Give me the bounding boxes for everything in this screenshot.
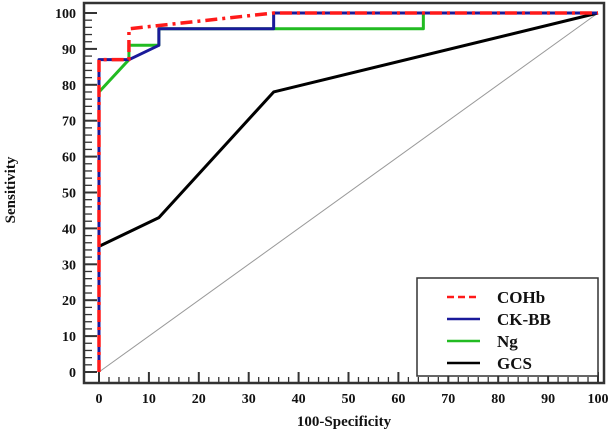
axis-ticks bbox=[84, 12, 599, 383]
reference-diagonal-line bbox=[98, 12, 599, 373]
x-tick-label: 50 bbox=[342, 392, 356, 407]
y-tick-label: 0 bbox=[69, 366, 76, 381]
x-tick-label: 60 bbox=[391, 392, 405, 407]
series-lines bbox=[97, 11, 599, 373]
x-tick-label: 70 bbox=[441, 392, 455, 407]
legend-label-ng: Ng bbox=[497, 332, 518, 351]
x-axis-label: 100-Specificity bbox=[297, 414, 392, 430]
y-tick-label: 30 bbox=[62, 258, 76, 273]
legend-label-ck-bb: CK-BB bbox=[497, 310, 551, 329]
x-tick-label: 100 bbox=[588, 392, 609, 407]
x-tick-label: 10 bbox=[142, 392, 156, 407]
y-tick-label: 10 bbox=[62, 330, 76, 345]
y-axis-label: Sensitivity bbox=[3, 156, 19, 223]
x-tick-label: 30 bbox=[242, 392, 256, 407]
y-tick-label: 40 bbox=[62, 222, 76, 237]
y-tick-label: 100 bbox=[55, 7, 76, 22]
legend-label-cohb: COHb bbox=[497, 288, 545, 307]
y-tick-label: 20 bbox=[62, 294, 76, 309]
x-tick-label: 40 bbox=[292, 392, 306, 407]
legend: COHb CK-BB Ng GCS bbox=[416, 277, 599, 377]
legend-label-gcs: GCS bbox=[497, 354, 532, 373]
legend-box bbox=[416, 277, 599, 377]
y-tick-label: 70 bbox=[62, 115, 76, 130]
y-tick-label: 50 bbox=[62, 187, 76, 202]
x-tick-label: 90 bbox=[541, 392, 555, 407]
y-tick-label: 60 bbox=[62, 151, 76, 166]
tick-labels: 0 10 20 30 40 50 60 70 80 90 100 0 10 20 30 40 50 60 70 80 9… bbox=[55, 7, 609, 407]
x-tick-label: 80 bbox=[491, 392, 505, 407]
plot-frame bbox=[82, 1, 606, 385]
x-tick-label: 0 bbox=[96, 392, 103, 407]
series-line-cohb bbox=[97, 11, 598, 372]
y-tick-label: 80 bbox=[62, 79, 76, 94]
x-tick-label: 20 bbox=[192, 392, 206, 407]
y-tick-label: 90 bbox=[62, 43, 76, 58]
